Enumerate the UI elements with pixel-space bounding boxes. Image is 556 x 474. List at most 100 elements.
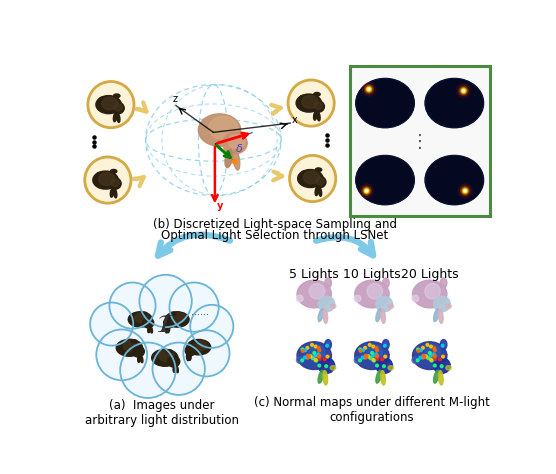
- Circle shape: [429, 354, 432, 357]
- Circle shape: [317, 355, 320, 358]
- Circle shape: [441, 355, 444, 358]
- Ellipse shape: [187, 339, 211, 355]
- Circle shape: [304, 356, 306, 359]
- Circle shape: [96, 329, 147, 380]
- Ellipse shape: [167, 356, 180, 367]
- Circle shape: [170, 283, 219, 332]
- Ellipse shape: [434, 358, 450, 374]
- Ellipse shape: [102, 97, 118, 110]
- Circle shape: [456, 84, 470, 98]
- Ellipse shape: [198, 114, 241, 146]
- Circle shape: [368, 88, 370, 90]
- Ellipse shape: [446, 365, 451, 370]
- Circle shape: [366, 86, 372, 92]
- Circle shape: [421, 356, 424, 359]
- Ellipse shape: [323, 309, 327, 323]
- Ellipse shape: [111, 169, 117, 173]
- Ellipse shape: [132, 346, 145, 357]
- Ellipse shape: [446, 304, 451, 309]
- Circle shape: [110, 283, 156, 328]
- Ellipse shape: [381, 309, 385, 323]
- Circle shape: [463, 189, 467, 193]
- Circle shape: [376, 349, 379, 352]
- Circle shape: [309, 355, 312, 358]
- Circle shape: [317, 353, 320, 356]
- Circle shape: [416, 348, 419, 351]
- Ellipse shape: [315, 102, 322, 109]
- Ellipse shape: [434, 309, 439, 321]
- Ellipse shape: [96, 96, 121, 114]
- Text: ⋮: ⋮: [411, 133, 429, 151]
- Ellipse shape: [376, 309, 381, 321]
- Circle shape: [375, 355, 378, 358]
- Circle shape: [417, 350, 420, 352]
- Text: z: z: [173, 94, 178, 104]
- Circle shape: [314, 345, 317, 348]
- Ellipse shape: [116, 339, 142, 356]
- Circle shape: [368, 344, 371, 346]
- Circle shape: [288, 80, 334, 126]
- Circle shape: [433, 353, 435, 356]
- Ellipse shape: [314, 92, 320, 96]
- Circle shape: [433, 364, 436, 367]
- Ellipse shape: [318, 296, 335, 312]
- Ellipse shape: [434, 370, 439, 383]
- Ellipse shape: [439, 309, 443, 323]
- Circle shape: [365, 189, 369, 193]
- Ellipse shape: [112, 304, 212, 364]
- Circle shape: [430, 359, 433, 362]
- Circle shape: [359, 348, 361, 351]
- Circle shape: [290, 155, 336, 201]
- Ellipse shape: [111, 179, 120, 187]
- Circle shape: [307, 355, 310, 358]
- Circle shape: [433, 347, 435, 349]
- Circle shape: [364, 356, 366, 359]
- Circle shape: [325, 365, 327, 367]
- Ellipse shape: [319, 188, 322, 196]
- Ellipse shape: [381, 371, 385, 385]
- Ellipse shape: [296, 357, 303, 364]
- Circle shape: [373, 359, 375, 362]
- Ellipse shape: [113, 189, 117, 198]
- Circle shape: [306, 356, 309, 359]
- Ellipse shape: [315, 187, 319, 196]
- Circle shape: [317, 347, 320, 349]
- Circle shape: [430, 345, 433, 348]
- Circle shape: [425, 355, 428, 358]
- Circle shape: [433, 355, 436, 358]
- Circle shape: [434, 358, 436, 360]
- Circle shape: [422, 354, 425, 357]
- Circle shape: [461, 89, 465, 93]
- Circle shape: [419, 356, 422, 359]
- Ellipse shape: [113, 113, 117, 122]
- Ellipse shape: [309, 283, 325, 299]
- Ellipse shape: [312, 101, 324, 112]
- Ellipse shape: [367, 345, 383, 361]
- Ellipse shape: [318, 309, 324, 321]
- Circle shape: [367, 355, 370, 357]
- Circle shape: [152, 343, 205, 395]
- Circle shape: [314, 354, 317, 357]
- Ellipse shape: [100, 97, 106, 102]
- Ellipse shape: [356, 78, 414, 128]
- Circle shape: [384, 355, 386, 358]
- Circle shape: [323, 358, 326, 361]
- Circle shape: [383, 365, 385, 367]
- Ellipse shape: [113, 94, 120, 98]
- Circle shape: [421, 346, 424, 349]
- Ellipse shape: [208, 116, 238, 139]
- Ellipse shape: [356, 155, 414, 205]
- Circle shape: [306, 356, 309, 358]
- Circle shape: [371, 354, 374, 357]
- Ellipse shape: [165, 327, 167, 333]
- Circle shape: [362, 186, 371, 195]
- Ellipse shape: [412, 295, 419, 302]
- Circle shape: [375, 347, 378, 349]
- Ellipse shape: [297, 170, 323, 188]
- Circle shape: [359, 359, 361, 362]
- Ellipse shape: [143, 318, 154, 328]
- Circle shape: [85, 157, 131, 203]
- Circle shape: [440, 365, 443, 367]
- Circle shape: [326, 355, 329, 358]
- Circle shape: [362, 349, 365, 352]
